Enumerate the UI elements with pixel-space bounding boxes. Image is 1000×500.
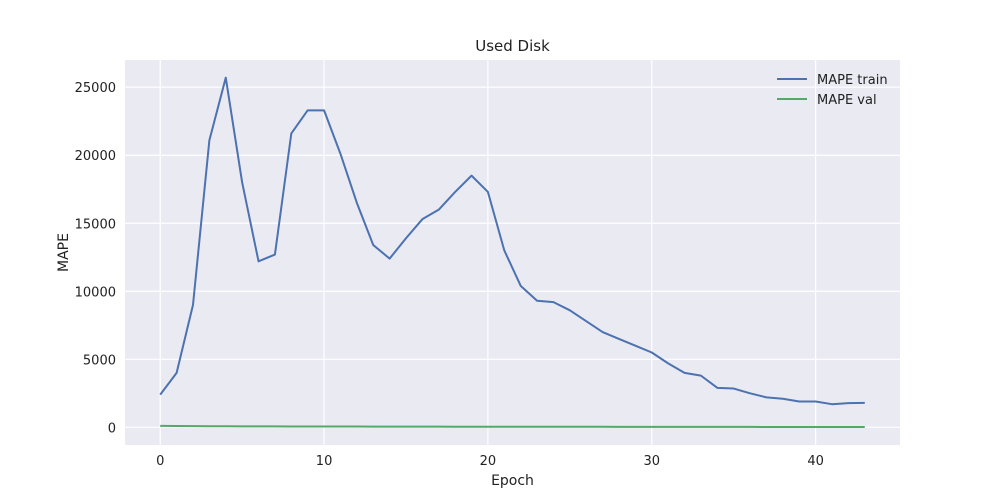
- y-tick-label: 0: [108, 421, 116, 436]
- chart-title: Used Disk: [475, 37, 550, 55]
- legend-label-2: MAPE val: [817, 93, 877, 108]
- x-tick-label: 0: [156, 454, 164, 469]
- x-tick-label: 10: [316, 454, 333, 469]
- series-line-2: [160, 424, 865, 429]
- x-tick-label: 20: [480, 454, 497, 469]
- x-axis-ticks: 0 10 20 30 40: [156, 454, 824, 469]
- y-tick-label: 20000: [75, 149, 116, 164]
- y-axis-label: MAPE: [56, 233, 72, 272]
- y-tick-label: 25000: [75, 81, 116, 96]
- y-axis-ticks: 0 5000 10000 15000 20000 25000: [75, 81, 116, 436]
- series-line-1: [159, 76, 865, 406]
- y-tick-label: 15000: [75, 217, 116, 232]
- x-tick-label: 40: [807, 454, 824, 469]
- x-axis-label: Epoch: [491, 473, 534, 489]
- series-lines: [159, 76, 865, 429]
- y-tick-label: 5000: [83, 353, 116, 368]
- y-tick-label: 10000: [75, 285, 116, 300]
- plot-area: [125, 60, 900, 445]
- legend-label-1: MAPE train: [817, 73, 888, 88]
- x-tick-label: 30: [643, 454, 660, 469]
- legend: MAPE train MAPE val: [777, 73, 888, 108]
